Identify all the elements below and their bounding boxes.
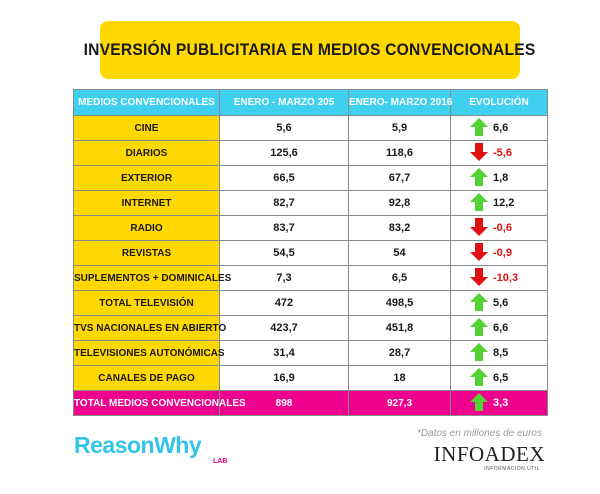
table-row: REVISTAS 54,5 54 -0,9 — [73, 240, 548, 266]
value-2015-cell: 472 — [219, 290, 349, 316]
value-2016-cell: 927,3 — [348, 390, 451, 416]
evolucion-cell: -0,6 — [450, 215, 548, 241]
table-row: RADIO 83,7 83,2 -0,6 — [73, 215, 548, 241]
arrow-up-icon — [469, 292, 489, 315]
value-2015-cell: 898 — [219, 390, 349, 416]
table-row: EXTERIOR 66,5 67,7 1,8 — [73, 165, 548, 191]
total-row: TOTAL MEDIOS CONVENCIONALES 898 927,3 3,3 — [73, 390, 548, 416]
value-2015-cell: 423,7 — [219, 315, 349, 341]
investment-table: MEDIOS CONVENCIONALES ENERO - MARZO 205 … — [73, 89, 548, 416]
medio-cell: DIARIOS — [73, 140, 220, 166]
evolucion-value: -5,6 — [493, 147, 512, 159]
evolucion-value: -0,9 — [493, 247, 512, 259]
medio-cell: SUPLEMENTOS + DOMINICALES — [73, 265, 231, 291]
evolucion-cell: 3,3 — [450, 390, 548, 416]
value-2015-cell: 54,5 — [219, 240, 349, 266]
evolucion-cell: -0,9 — [450, 240, 548, 266]
evolucion-cell: 5,6 — [450, 290, 548, 316]
value-2015-cell: 5,6 — [219, 115, 349, 141]
evolucion-value: 6,6 — [493, 122, 509, 134]
medio-cell: TOTAL TELEVISIÓN — [73, 290, 220, 316]
value-2015-cell: 16,9 — [219, 365, 349, 391]
table-row: TOTAL TELEVISIÓN 472 498,5 5,6 — [73, 290, 548, 316]
medio-cell: RADIO — [73, 215, 220, 241]
evolucion-cell: 6,6 — [450, 115, 548, 141]
evolucion-value: 5,6 — [493, 297, 509, 309]
arrow-up-icon — [469, 167, 489, 190]
evolucion-cell: 6,5 — [450, 365, 548, 391]
value-2016-cell: 5,9 — [348, 115, 451, 141]
medio-cell: CINE — [73, 115, 220, 141]
column-header-evolucion: EVOLUCIÓN — [450, 89, 548, 116]
evolucion-value: 8,5 — [493, 347, 509, 359]
column-header-2016: ENERO- MARZO 2016 — [348, 89, 452, 116]
arrow-up-icon — [469, 342, 489, 365]
arrow-down-icon — [469, 267, 489, 290]
reasonwhy-logo: ReasonWhy — [74, 432, 202, 458]
value-2015-cell: 125,6 — [219, 140, 349, 166]
evolucion-value: 6,5 — [493, 372, 509, 384]
table-row: SUPLEMENTOS + DOMINICALES 7,3 6,5 -10,3 — [73, 265, 548, 291]
value-2016-cell: 118,6 — [348, 140, 451, 166]
arrow-up-icon — [469, 392, 489, 415]
arrow-up-icon — [469, 317, 489, 340]
medio-cell: TVS NACIONALES EN ABIERTO — [73, 315, 226, 341]
column-header-2015: ENERO - MARZO 205 — [219, 89, 349, 116]
table-row: TELEVISIONES AUTONÓMICAS 31,4 28,7 8,5 — [73, 340, 548, 366]
arrow-down-icon — [469, 217, 489, 240]
value-2015-cell: 31,4 — [219, 340, 349, 366]
evolucion-cell: 1,8 — [450, 165, 548, 191]
evolucion-value: 3,3 — [493, 397, 509, 409]
medio-cell: TOTAL MEDIOS CONVENCIONALES — [73, 390, 246, 416]
evolucion-value: 12,2 — [493, 197, 515, 209]
reasonwhy-lab-label: LAB — [213, 458, 228, 465]
footnote: *Datos en millones de euros — [416, 428, 542, 439]
title-banner: INVERSIÓN PUBLICITARIA EN MEDIOS CONVENC… — [84, 21, 536, 79]
evolucion-cell: -10,3 — [450, 265, 548, 291]
value-2015-cell: 82,7 — [219, 190, 349, 216]
value-2016-cell: 6,5 — [348, 265, 451, 291]
value-2016-cell: 83,2 — [348, 215, 451, 241]
table-row: INTERNET 82,7 92,8 12,2 — [73, 190, 548, 216]
arrow-up-icon — [469, 192, 489, 215]
infoadex-tagline: INFORMACIÓN ÚTIL — [484, 466, 540, 472]
value-2016-cell: 92,8 — [348, 190, 451, 216]
value-2016-cell: 28,7 — [348, 340, 451, 366]
arrow-up-icon — [469, 367, 489, 390]
infoadex-logo: INFOADEX — [433, 442, 545, 466]
medio-cell: REVISTAS — [73, 240, 220, 266]
value-2016-cell: 451,8 — [348, 315, 451, 341]
evolucion-value: 6,6 — [493, 322, 509, 334]
arrow-down-icon — [469, 142, 489, 165]
evolucion-value: -10,3 — [493, 272, 519, 284]
page-title: INVERSIÓN PUBLICITARIA EN MEDIOS CONVENC… — [84, 40, 536, 59]
value-2015-cell: 66,5 — [219, 165, 349, 191]
evolucion-cell: 12,2 — [450, 190, 548, 216]
table-row: CANALES DE PAGO 16,9 18 6,5 — [73, 365, 548, 391]
table-row: DIARIOS 125,6 118,6 -5,6 — [73, 140, 548, 166]
value-2016-cell: 54 — [348, 240, 451, 266]
evolucion-value: -0,6 — [493, 222, 512, 234]
table-row: CINE 5,6 5,9 6,6 — [73, 115, 548, 141]
arrow-up-icon — [469, 117, 489, 140]
column-header-medios: MEDIOS CONVENCIONALES — [73, 89, 220, 116]
arrow-down-icon — [469, 242, 489, 265]
medio-cell: CANALES DE PAGO — [73, 365, 220, 391]
value-2016-cell: 498,5 — [348, 290, 451, 316]
evolucion-value: 1,8 — [493, 172, 509, 184]
table-row: TVS NACIONALES EN ABIERTO 423,7 451,8 6,6 — [73, 315, 548, 341]
evolucion-cell: 6,6 — [450, 315, 548, 341]
medio-cell: INTERNET — [73, 190, 220, 216]
table-body: CINE 5,6 5,9 6,6 DIARIOS 125,6 118,6 -5,6 EXTERI… — [73, 115, 548, 416]
value-2016-cell: 67,7 — [348, 165, 451, 191]
medio-cell: TELEVISIONES AUTONÓMICAS — [73, 340, 225, 366]
value-2015-cell: 83,7 — [219, 215, 349, 241]
value-2016-cell: 18 — [348, 365, 451, 391]
evolucion-cell: 8,5 — [450, 340, 548, 366]
medio-cell: EXTERIOR — [73, 165, 220, 191]
evolucion-cell: -5,6 — [450, 140, 548, 166]
value-2015-cell: 7,3 — [219, 265, 349, 291]
table-header-row: MEDIOS CONVENCIONALES ENERO - MARZO 205 … — [73, 89, 548, 116]
